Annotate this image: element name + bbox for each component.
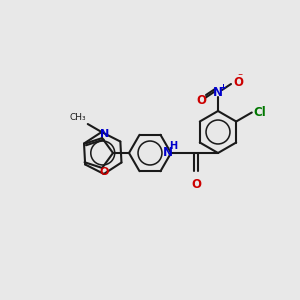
Text: O: O — [233, 76, 243, 88]
Text: +: + — [220, 82, 226, 91]
Text: Cl: Cl — [254, 106, 266, 119]
Text: N: N — [163, 146, 173, 160]
Text: N: N — [213, 85, 223, 98]
Text: O: O — [196, 94, 206, 106]
Text: O: O — [100, 167, 109, 177]
Text: ⁻: ⁻ — [237, 72, 243, 82]
Text: N: N — [100, 129, 109, 139]
Text: H: H — [169, 141, 177, 151]
Text: O: O — [191, 178, 201, 191]
Text: CH₃: CH₃ — [69, 113, 86, 122]
